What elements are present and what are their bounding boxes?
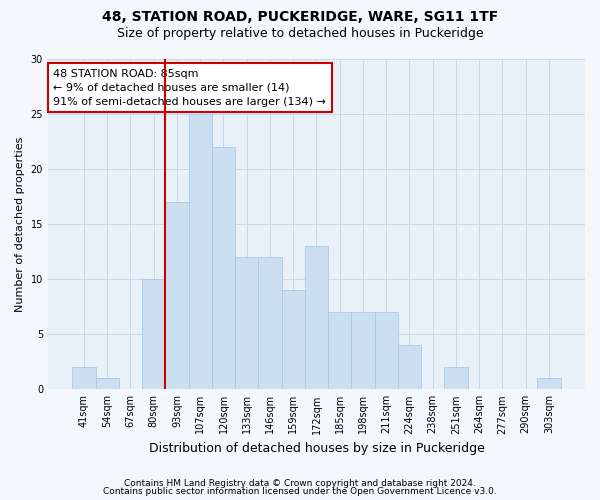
- Bar: [212, 147, 235, 390]
- X-axis label: Distribution of detached houses by size in Puckeridge: Distribution of detached houses by size …: [149, 442, 484, 455]
- Bar: [328, 312, 352, 390]
- Text: 48 STATION ROAD: 85sqm
← 9% of detached houses are smaller (14)
91% of semi-deta: 48 STATION ROAD: 85sqm ← 9% of detached …: [53, 69, 326, 107]
- Bar: [95, 378, 119, 390]
- Bar: [235, 257, 259, 390]
- Bar: [259, 257, 281, 390]
- Bar: [73, 368, 95, 390]
- Bar: [374, 312, 398, 390]
- Bar: [352, 312, 374, 390]
- Bar: [398, 346, 421, 390]
- Text: Contains HM Land Registry data © Crown copyright and database right 2024.: Contains HM Land Registry data © Crown c…: [124, 478, 476, 488]
- Bar: [281, 290, 305, 390]
- Bar: [188, 114, 212, 390]
- Text: Contains public sector information licensed under the Open Government Licence v3: Contains public sector information licen…: [103, 487, 497, 496]
- Bar: [142, 279, 166, 390]
- Bar: [166, 202, 188, 390]
- Y-axis label: Number of detached properties: Number of detached properties: [15, 136, 25, 312]
- Bar: [305, 246, 328, 390]
- Text: Size of property relative to detached houses in Puckeridge: Size of property relative to detached ho…: [116, 28, 484, 40]
- Text: 48, STATION ROAD, PUCKERIDGE, WARE, SG11 1TF: 48, STATION ROAD, PUCKERIDGE, WARE, SG11…: [102, 10, 498, 24]
- Bar: [538, 378, 560, 390]
- Bar: [445, 368, 467, 390]
